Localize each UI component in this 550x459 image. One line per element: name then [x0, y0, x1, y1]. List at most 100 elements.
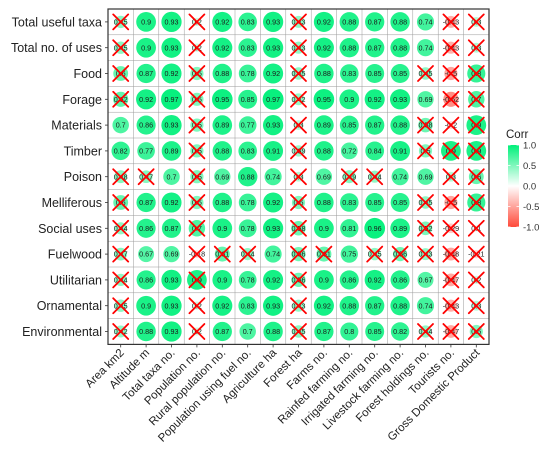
insignificant-cross — [290, 116, 307, 134]
insignificant-cross — [112, 219, 130, 237]
insignificant-cross — [290, 65, 307, 82]
legend-tick-label: -1.0 — [523, 223, 539, 234]
insignificant-cross — [112, 90, 130, 108]
insignificant-cross — [290, 297, 307, 315]
insignificant-cross — [417, 65, 434, 82]
insignificant-cross — [213, 245, 231, 263]
corr-circle — [161, 295, 182, 316]
y-tick-label: Ornamental — [37, 299, 102, 313]
cells: 0.450.90.930.20.920.830.930.430.920.880.… — [111, 11, 487, 342]
corr-circle — [238, 141, 258, 161]
insignificant-cross — [467, 90, 485, 108]
insignificant-cross — [112, 194, 130, 211]
insignificant-cross — [315, 245, 333, 263]
value-label: 0.93 — [165, 276, 179, 285]
value-label: 0.88 — [342, 18, 356, 27]
corr-circle — [212, 115, 233, 135]
corr-circle — [314, 141, 334, 161]
insignificant-cross — [290, 271, 307, 289]
corr-circle — [262, 218, 284, 239]
insignificant-cross — [290, 194, 307, 211]
corr-circle — [313, 37, 334, 58]
value-label: 0.69 — [419, 172, 433, 181]
value-label: 0.78 — [241, 69, 255, 78]
value-label: 0.88 — [393, 301, 407, 310]
corr-circle — [365, 115, 385, 135]
corr-circle — [212, 89, 233, 110]
corr-circle — [416, 13, 435, 31]
value-label: 0.93 — [165, 327, 179, 336]
value-label: 0.85 — [241, 95, 255, 104]
insignificant-cross — [442, 116, 460, 134]
corr-circle — [390, 140, 411, 161]
corr-circle — [212, 11, 233, 32]
insignificant-cross — [290, 323, 307, 340]
y-tick-label: Total useful taxa — [12, 15, 102, 29]
corr-circle — [136, 270, 156, 290]
value-label: 0.87 — [139, 69, 153, 78]
corr-circle — [390, 64, 410, 83]
corr-circle — [262, 37, 284, 58]
corr-circle — [390, 193, 410, 212]
value-label: 0.9 — [141, 301, 151, 310]
value-label: 0.9 — [141, 43, 151, 52]
insignificant-cross — [112, 13, 130, 31]
value-label: 0.69 — [165, 250, 179, 259]
corr-circle — [364, 89, 385, 110]
value-label: 0.93 — [266, 224, 280, 233]
corr-circle — [161, 141, 182, 161]
insignificant-cross — [290, 168, 307, 186]
legend-tick-label: 0.0 — [523, 182, 536, 193]
corr-circle — [212, 218, 233, 239]
value-label: 0.83 — [241, 301, 255, 310]
insignificant-cross — [467, 142, 485, 160]
value-label: 0.88 — [241, 172, 255, 181]
value-label: 0.92 — [215, 301, 229, 310]
corr-circle — [313, 11, 334, 32]
insignificant-cross — [442, 245, 460, 263]
value-label: 0.74 — [393, 172, 407, 181]
corr-circle — [212, 141, 233, 161]
value-label: 0.88 — [139, 327, 153, 336]
y-tick-label: Materials — [51, 119, 102, 133]
value-label: 0.92 — [165, 198, 179, 207]
corr-circle — [161, 88, 182, 110]
legend-title: Corr — [506, 129, 529, 141]
corr-circle — [161, 192, 182, 213]
insignificant-cross — [112, 297, 130, 315]
y-tick-label: Social uses — [38, 222, 102, 236]
value-label: 0.95 — [317, 95, 331, 104]
value-label: 0.85 — [342, 121, 356, 130]
corr-circle — [365, 38, 385, 58]
value-label: 0.88 — [215, 147, 229, 156]
corr-circle — [365, 64, 385, 83]
value-label: 0.85 — [368, 198, 382, 207]
value-label: 0.85 — [368, 327, 382, 336]
corr-circle — [237, 166, 258, 187]
insignificant-cross — [467, 39, 485, 57]
value-label: 0.92 — [266, 198, 280, 207]
corr-circle — [262, 295, 284, 316]
value-label: 0.92 — [317, 18, 331, 27]
insignificant-cross — [112, 168, 130, 186]
value-label: 0.67 — [419, 276, 433, 285]
value-label: 0.88 — [215, 198, 229, 207]
insignificant-cross — [467, 271, 485, 289]
insignificant-cross — [417, 323, 434, 340]
insignificant-cross — [188, 168, 206, 186]
value-label: 0.7 — [243, 327, 253, 336]
value-label: 0.93 — [393, 95, 407, 104]
corr-circle — [214, 168, 231, 185]
corr-circle — [391, 168, 409, 186]
value-label: 0.78 — [241, 276, 255, 285]
corr-circle — [365, 322, 385, 341]
insignificant-cross — [188, 65, 206, 82]
corr-circle — [417, 271, 434, 288]
value-label: 0.83 — [241, 43, 255, 52]
insignificant-cross — [467, 245, 485, 263]
corr-circle — [339, 64, 359, 83]
corr-circle — [263, 192, 284, 213]
value-label: 0.87 — [368, 43, 382, 52]
corr-circle — [163, 168, 180, 185]
corr-circle — [163, 245, 180, 263]
